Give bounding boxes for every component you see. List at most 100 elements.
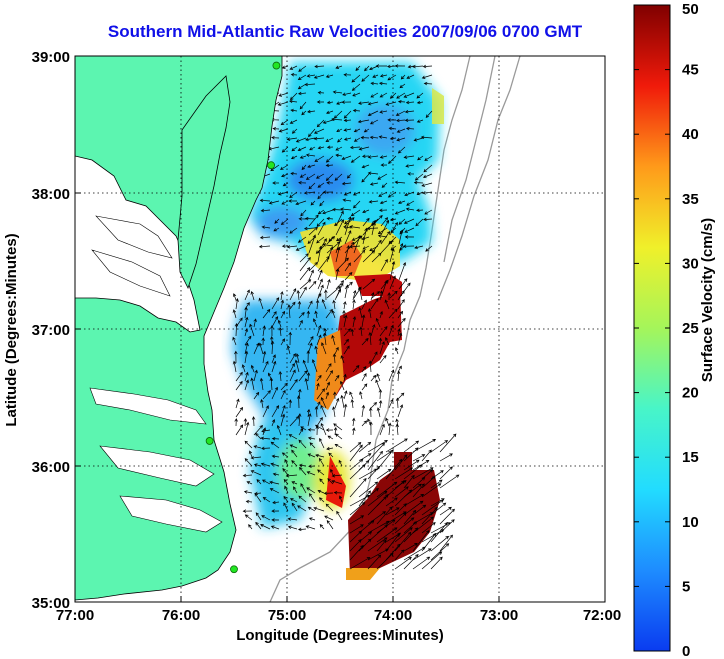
velocity-arrow <box>325 155 334 163</box>
velocity-arrow <box>403 543 418 552</box>
velocity-arrow <box>270 340 275 355</box>
velocity-arrow <box>289 363 295 373</box>
velocity-arrow <box>421 182 433 187</box>
velocity-arrow <box>405 126 415 131</box>
velocity-arrow <box>287 517 298 521</box>
velocity-arrow <box>394 180 406 185</box>
velocity-arrow <box>352 108 361 113</box>
velocity-arrow <box>293 486 298 494</box>
velocity-arrow <box>398 243 404 254</box>
velocity-arrow <box>342 198 352 202</box>
velocity-arrow <box>367 511 387 525</box>
x-tick-label: 73:00 <box>480 607 518 624</box>
velocity-arrow <box>422 64 433 69</box>
velocity-arrow <box>317 146 325 150</box>
velocity-arrow <box>259 235 271 240</box>
velocity-arrow <box>331 479 343 485</box>
velocity-arrow <box>361 366 367 373</box>
velocity-arrow <box>378 399 383 409</box>
velocity-arrow <box>413 137 424 142</box>
velocity-arrow <box>295 137 307 143</box>
velocity-arrow <box>343 345 350 355</box>
velocity-arrow <box>308 280 317 290</box>
velocity-arrow <box>403 546 426 561</box>
velocity-arrow <box>361 154 370 159</box>
velocity-arrow <box>315 453 325 458</box>
velocity-arrow <box>244 306 248 319</box>
velocity-arrow <box>376 373 381 382</box>
velocity-arrow <box>299 101 307 110</box>
velocity-arrow <box>349 502 366 516</box>
y-tick-35: 35:00 <box>32 595 81 612</box>
velocity-arrow <box>376 527 398 543</box>
velocity-arrow <box>412 548 432 561</box>
velocity-arrow <box>297 413 302 427</box>
velocity-arrow <box>281 200 289 205</box>
velocity-arrow <box>367 171 379 175</box>
colorbar-tick: 15 <box>634 449 699 466</box>
velocity-arrow <box>302 359 309 373</box>
velocity-arrow <box>332 299 336 310</box>
colorbar-tick-label: 40 <box>682 126 699 143</box>
velocity-arrow <box>380 230 391 245</box>
y-tick-label: 37:00 <box>32 322 70 339</box>
velocity-arrow <box>249 323 255 337</box>
velocity-arrow <box>352 299 356 310</box>
velocity-arrow <box>305 153 316 157</box>
velocity-arrow <box>439 508 455 525</box>
velocity-arrow <box>349 524 364 534</box>
velocity-arrow <box>297 527 307 532</box>
velocity-arrow <box>325 163 334 168</box>
velocity-arrow <box>396 92 406 99</box>
velocity-arrow <box>290 155 298 160</box>
velocity-arrow <box>379 423 385 436</box>
velocity-arrow <box>351 236 361 241</box>
colorbar-tick: 5 <box>634 578 690 595</box>
velocity-arrow <box>394 512 407 525</box>
velocity-arrow <box>259 198 271 203</box>
velocity-arrow <box>290 72 298 77</box>
velocity-arrow <box>394 64 406 68</box>
velocity-arrow <box>385 337 390 346</box>
velocity-arrow <box>299 257 311 272</box>
velocity-arrow <box>380 240 393 254</box>
velocity-arrow <box>255 521 262 530</box>
velocity-arrow <box>280 389 286 400</box>
velocity-arrow <box>326 286 341 299</box>
velocity-arrow <box>253 391 260 400</box>
velocity-arrow <box>280 338 285 346</box>
velocity-arrow <box>405 207 415 211</box>
velocity-arrow <box>361 74 370 82</box>
x-tick-label: 72:00 <box>583 607 621 624</box>
velocity-arrow <box>325 74 334 78</box>
velocity-arrow <box>362 278 376 290</box>
velocity-arrow <box>307 109 316 114</box>
velocity-arrow <box>297 505 307 512</box>
velocity-arrow <box>235 424 244 436</box>
velocity-arrow <box>262 350 267 364</box>
velocity-arrow <box>421 449 432 462</box>
velocity-arrow <box>317 469 325 476</box>
velocity-arrow <box>317 278 323 290</box>
velocity-arrow <box>285 474 298 478</box>
velocity-arrow <box>349 225 361 229</box>
velocity-arrow <box>430 470 444 480</box>
colorbar-tick-label: 30 <box>682 255 699 272</box>
velocity-arrow <box>335 210 344 227</box>
velocity-arrow <box>289 415 300 427</box>
velocity-arrow <box>394 209 406 215</box>
velocity-arrow <box>416 208 424 213</box>
velocity-arrow <box>308 226 318 236</box>
velocity-arrow <box>404 235 415 239</box>
velocity-arrow <box>323 491 334 496</box>
hf-radar-stations <box>205 61 281 574</box>
velocity-arrow <box>421 499 444 516</box>
velocity-arrow <box>320 397 327 409</box>
velocity-arrow <box>439 506 452 516</box>
velocity-arrow <box>336 101 343 105</box>
velocity-arrow <box>315 173 325 179</box>
velocity-arrow <box>281 146 289 153</box>
velocity-arrow <box>319 437 325 449</box>
velocity-arrow <box>314 64 325 69</box>
velocity-arrow <box>422 173 433 179</box>
